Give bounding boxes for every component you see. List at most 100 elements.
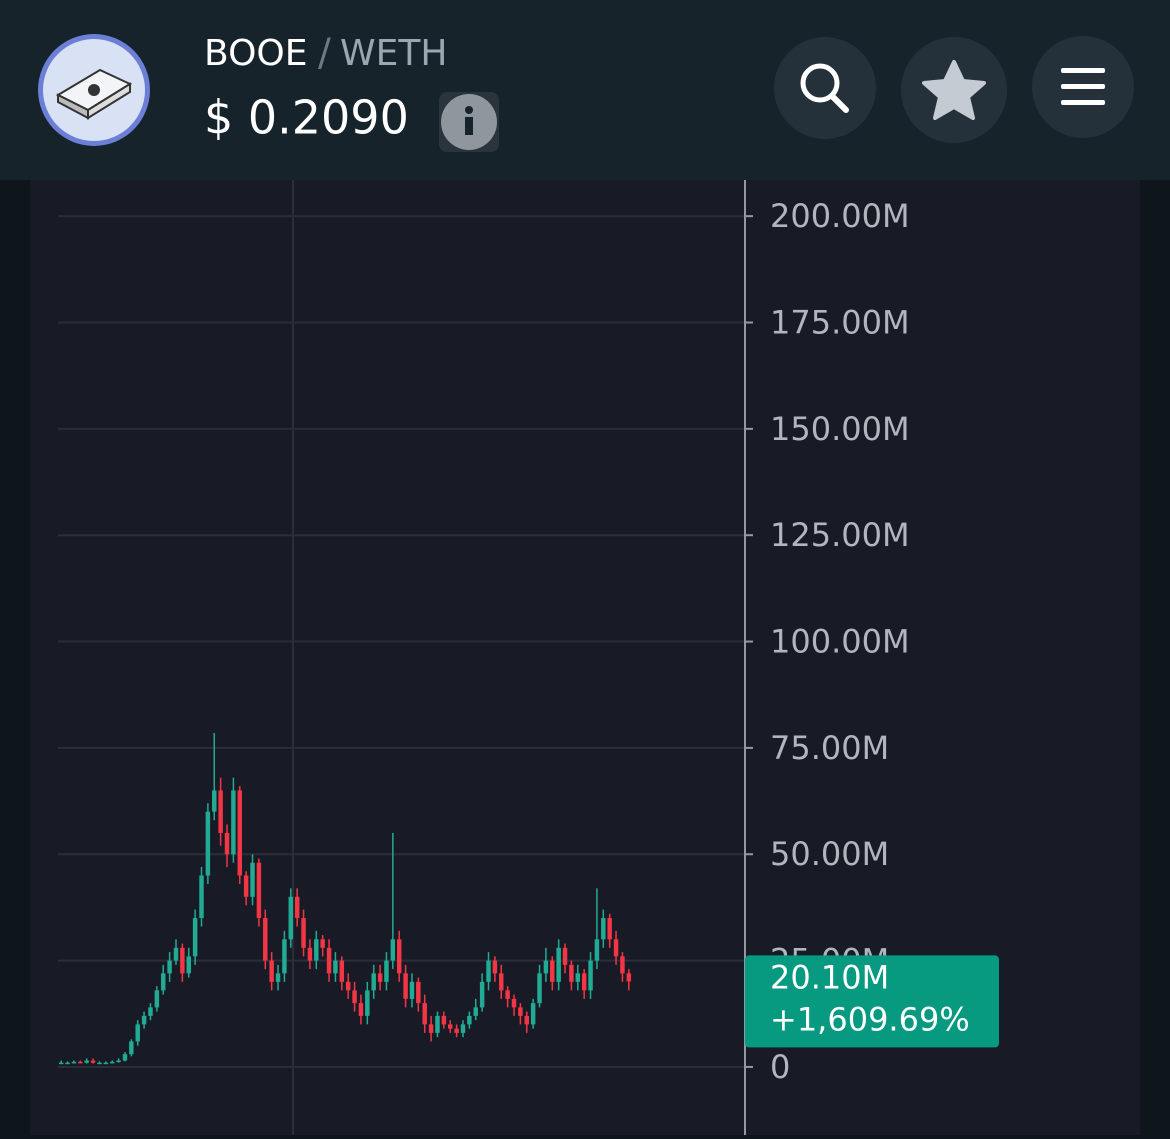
change-label: +1,609.69% [770,1000,970,1038]
token-logo [38,34,150,146]
candle-body [403,973,408,999]
candle-body [365,990,370,1016]
candle-body [428,1024,434,1033]
candle-body [562,947,568,965]
candle-body [205,811,211,876]
candle-body [97,1062,102,1065]
candle-body [294,896,300,919]
price: $ 0.2090 [204,91,409,145]
y-tick-label: 75.00M [770,729,889,767]
info-button[interactable] [439,92,499,152]
candle-body [78,1061,83,1064]
candle-body [537,973,542,1004]
candle-body [486,960,491,982]
candle-body [243,875,249,897]
candle-body [620,956,625,974]
candle-body [613,939,619,957]
candle-body [626,973,632,982]
candle-body [569,964,574,982]
candle-body [180,947,185,974]
candle-body [263,918,268,961]
candle-body [594,939,600,961]
candle-body [460,1024,466,1033]
candle-body [492,960,498,974]
candle-body [154,990,160,1008]
candle-body [467,1015,472,1025]
candle-body [473,1007,478,1016]
candle-body [511,998,517,1008]
candle-body [326,947,332,974]
candle-body [288,896,294,940]
candle-body [556,947,561,982]
candle-body [71,1061,77,1064]
pair-separator: / [318,31,331,75]
candle-body [339,960,345,982]
y-tick-label: 0 [770,1048,790,1086]
candle-body [358,1003,364,1016]
candle-body [588,960,593,991]
candle-body [371,973,376,991]
candle-body [543,960,549,974]
candle-body [148,1007,153,1016]
plot [58,215,745,1068]
candle-body [84,1060,89,1063]
candle-body [90,1060,96,1063]
search-button[interactable] [774,37,876,139]
candle-body [448,1024,453,1029]
candle-body [320,939,325,948]
candle-body [212,790,217,812]
candle-body [505,990,510,999]
menu-button[interactable] [1032,36,1134,138]
last-price-tag [745,955,999,1048]
candle-body [269,960,274,982]
candle-body [116,1060,121,1063]
candle-body [173,947,179,961]
candle-body [499,973,504,991]
candle-body [237,790,242,876]
candle-body [65,1062,70,1065]
candle-body [550,960,555,982]
candle-body [256,862,262,919]
candle-body [518,1007,523,1016]
candle-body [396,939,402,974]
last-price-label: 20.10M [770,958,889,996]
candle-body [422,1003,427,1025]
candle-body [129,1041,134,1055]
y-tick-label: 200.00M [770,197,910,235]
y-tick-label: 100.00M [770,623,910,661]
candle-body [601,918,606,940]
quote-symbol: WETH [340,33,447,74]
candle-body [167,960,172,974]
candle-body [161,973,166,991]
candle-body [435,1015,440,1033]
candle-body [345,981,351,991]
candle-body [199,875,204,919]
favorite-button[interactable] [901,37,1007,143]
candle-body [141,1015,147,1025]
candle-body [58,1062,64,1065]
candle-body [282,939,287,974]
candle-body [275,973,281,982]
candle-body [607,918,612,940]
candle-body [575,973,581,982]
candle-body [454,1028,459,1033]
candle-body [390,939,396,961]
candle-body [409,981,415,999]
candle-body [218,790,223,833]
candle-body [224,832,230,855]
base-symbol: BOOE [204,33,307,74]
candle-body [441,1015,447,1025]
candle-body [186,956,191,974]
y-tick-label: 125.00M [770,516,910,554]
candle-body [333,960,338,974]
candle-body [581,973,587,991]
candle-body [479,981,485,1008]
candle-body [416,981,421,1004]
candle-body [352,990,357,1004]
y-tick-label: 175.00M [770,304,910,342]
candle-body [301,918,306,948]
candle-body [231,790,236,855]
candle-body [109,1061,115,1064]
